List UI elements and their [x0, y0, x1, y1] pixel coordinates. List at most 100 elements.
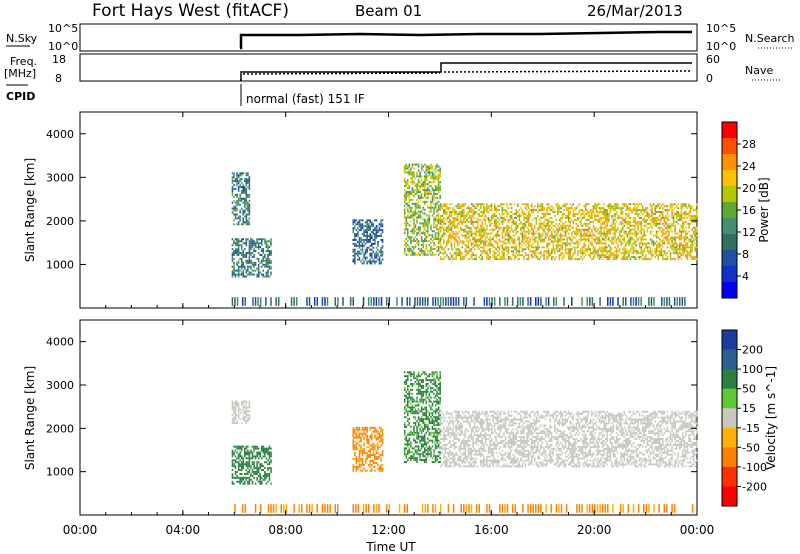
- echo-cell: [407, 379, 409, 382]
- echo-cell: [411, 406, 414, 409]
- echo-cell: [682, 250, 684, 253]
- echo-cell: [512, 218, 514, 221]
- echo-cell: [430, 177, 432, 180]
- echo-cell: [466, 232, 468, 235]
- echo-cell: [422, 240, 424, 243]
- echo-cell: [234, 178, 237, 181]
- echo-cell: [604, 226, 607, 229]
- colorbar-segment: [722, 282, 737, 299]
- echo-cell: [615, 207, 618, 210]
- echo-cell: [523, 236, 525, 239]
- echo-cell: [583, 250, 585, 253]
- echo-cell: [501, 211, 504, 214]
- echo-cell: [364, 248, 367, 251]
- echo-cell: [253, 476, 255, 479]
- echo-cell: [484, 220, 487, 223]
- echo-cell: [527, 215, 530, 217]
- echo-cell: [267, 244, 269, 247]
- echo-cell: [453, 211, 456, 214]
- echo-cell: [675, 252, 678, 255]
- echo-cell: [506, 211, 508, 214]
- echo-cell: [425, 253, 428, 256]
- echo-cell: [662, 216, 664, 219]
- echo-cell: [604, 224, 607, 227]
- echo-cell: [262, 250, 265, 253]
- echo-cell: [478, 213, 481, 216]
- echo-cell: [587, 222, 590, 225]
- echo-cell: [416, 238, 418, 241]
- echo-cell: [660, 216, 663, 219]
- echo-cell: [538, 224, 541, 227]
- echo-cell: [244, 400, 246, 403]
- echo-cell: [555, 244, 558, 247]
- echo-cell: [586, 224, 588, 227]
- echo-cell: [645, 244, 647, 247]
- echo-cell: [668, 232, 670, 235]
- echo-cell: [688, 246, 690, 249]
- echo-cell: [604, 211, 607, 214]
- echo-cell: [543, 230, 545, 233]
- echo-cell: [464, 250, 467, 253]
- echo-cell: [677, 203, 680, 206]
- echo-cell: [433, 191, 435, 194]
- echo-cell: [603, 250, 605, 253]
- echo-cell: [600, 256, 602, 259]
- echo-cell: [364, 258, 367, 261]
- echo-cell: [669, 205, 672, 208]
- echo-cell: [358, 434, 361, 437]
- echo-cell: [524, 232, 527, 235]
- echo-cell: [655, 246, 658, 249]
- echo-cell: [407, 386, 409, 389]
- echo-cell: [547, 244, 550, 247]
- echo-cell: [433, 194, 435, 197]
- echo-cell: [500, 256, 502, 259]
- echo-cell: [237, 410, 240, 413]
- echo-cell: [557, 236, 559, 239]
- echo-cell: [430, 228, 432, 231]
- echo-cell: [361, 250, 364, 253]
- echo-cell: [537, 207, 539, 210]
- echo-cell: [434, 177, 437, 180]
- echo-cell: [486, 258, 488, 261]
- echo-cell: [515, 244, 518, 247]
- echo-cell: [614, 246, 616, 249]
- echo-cell: [604, 256, 607, 259]
- echo-cell: [369, 465, 372, 468]
- echo-cell: [237, 223, 240, 226]
- echo-cell: [253, 447, 255, 450]
- echo-cell: [632, 297, 635, 306]
- echo-cell: [428, 251, 431, 254]
- echo-cell: [381, 231, 384, 234]
- echo-cell: [236, 253, 238, 256]
- echo-cell: [543, 252, 545, 255]
- echo-cell: [662, 207, 664, 210]
- echo-cell: [358, 221, 361, 224]
- echo-cell: [449, 215, 451, 217]
- echo-cell: [614, 222, 616, 225]
- echo-cell: [601, 236, 604, 239]
- echo-cell: [428, 165, 431, 168]
- echo-cell: [604, 248, 607, 251]
- echo-cell: [612, 218, 615, 221]
- echo-cell: [259, 465, 261, 468]
- echo-cell: [469, 211, 471, 214]
- echo-cell: [242, 213, 245, 216]
- echo-cell: [567, 236, 570, 239]
- echo-cell: [369, 244, 372, 247]
- echo-cell: [355, 469, 358, 472]
- echo-cell: [509, 226, 511, 229]
- echo-cell: [671, 246, 673, 249]
- echo-cell: [248, 406, 251, 409]
- echo-cell: [436, 249, 438, 252]
- echo-cell: [538, 205, 541, 208]
- echo-cell: [405, 165, 408, 168]
- echo-cell: [257, 467, 260, 470]
- echo-cell: [463, 256, 465, 259]
- echo-cell: [555, 232, 558, 235]
- echo-cell: [695, 226, 698, 229]
- echo-cell: [654, 216, 656, 219]
- echo-cell: [380, 430, 382, 433]
- echo-cell: [658, 211, 661, 214]
- echo-cell: [617, 254, 619, 257]
- echo-cell: [554, 240, 556, 243]
